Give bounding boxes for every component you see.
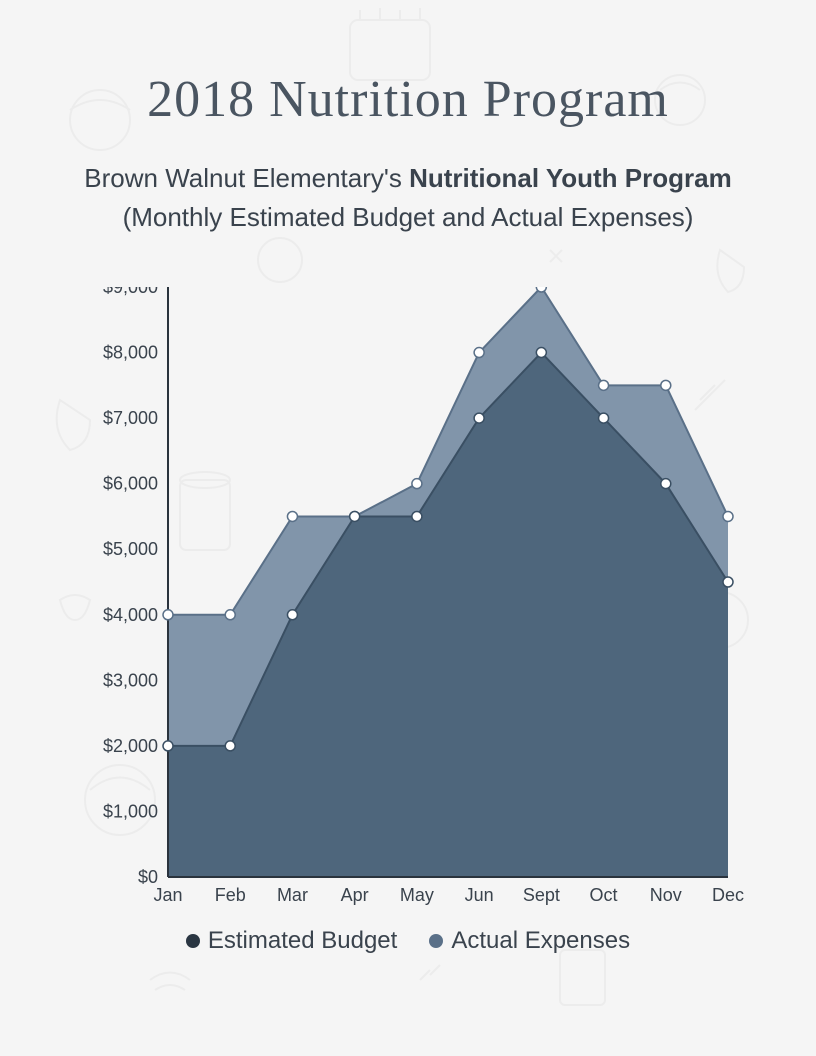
svg-text:$8,000: $8,000 [103,343,158,363]
svg-text:$3,000: $3,000 [103,670,158,690]
svg-text:$2,000: $2,000 [103,736,158,756]
svg-text:Jun: Jun [465,885,494,905]
svg-text:Sept: Sept [523,885,560,905]
svg-text:$9,000: $9,000 [103,287,158,297]
subtitle-line2: (Monthly Estimated Budget and Actual Exp… [123,202,694,232]
svg-text:Apr: Apr [341,885,369,905]
svg-text:$4,000: $4,000 [103,605,158,625]
legend: Estimated Budget Actual Expenses [50,927,766,955]
svg-text:$6,000: $6,000 [103,474,158,494]
svg-text:Feb: Feb [215,885,246,905]
svg-text:Jan: Jan [153,885,182,905]
svg-text:$1,000: $1,000 [103,801,158,821]
subtitle-bold: Nutritional Youth Program [409,163,732,193]
svg-text:$7,000: $7,000 [103,408,158,428]
svg-text:Nov: Nov [650,885,682,905]
svg-text:$0: $0 [138,867,158,887]
page-title: 2018 Nutrition Program [50,70,766,129]
legend-label-actual: Actual Expenses [451,927,630,955]
subtitle-prefix: Brown Walnut Elementary's [84,163,409,193]
legend-dot-actual [429,934,443,948]
legend-label-estimated: Estimated Budget [208,927,397,955]
svg-text:$5,000: $5,000 [103,539,158,559]
svg-text:Oct: Oct [590,885,618,905]
svg-text:May: May [400,885,434,905]
legend-dot-estimated [186,934,200,948]
area-chart: $0 $1,000 $2,000 $3,000 $4,000 $5,000 $6,000 $7… [68,287,748,907]
legend-item-actual: Actual Expenses [429,927,630,955]
svg-text:Mar: Mar [277,885,308,905]
svg-text:Dec: Dec [712,885,744,905]
legend-item-estimated: Estimated Budget [186,927,397,955]
subtitle: Brown Walnut Elementary's Nutritional Yo… [50,159,766,237]
